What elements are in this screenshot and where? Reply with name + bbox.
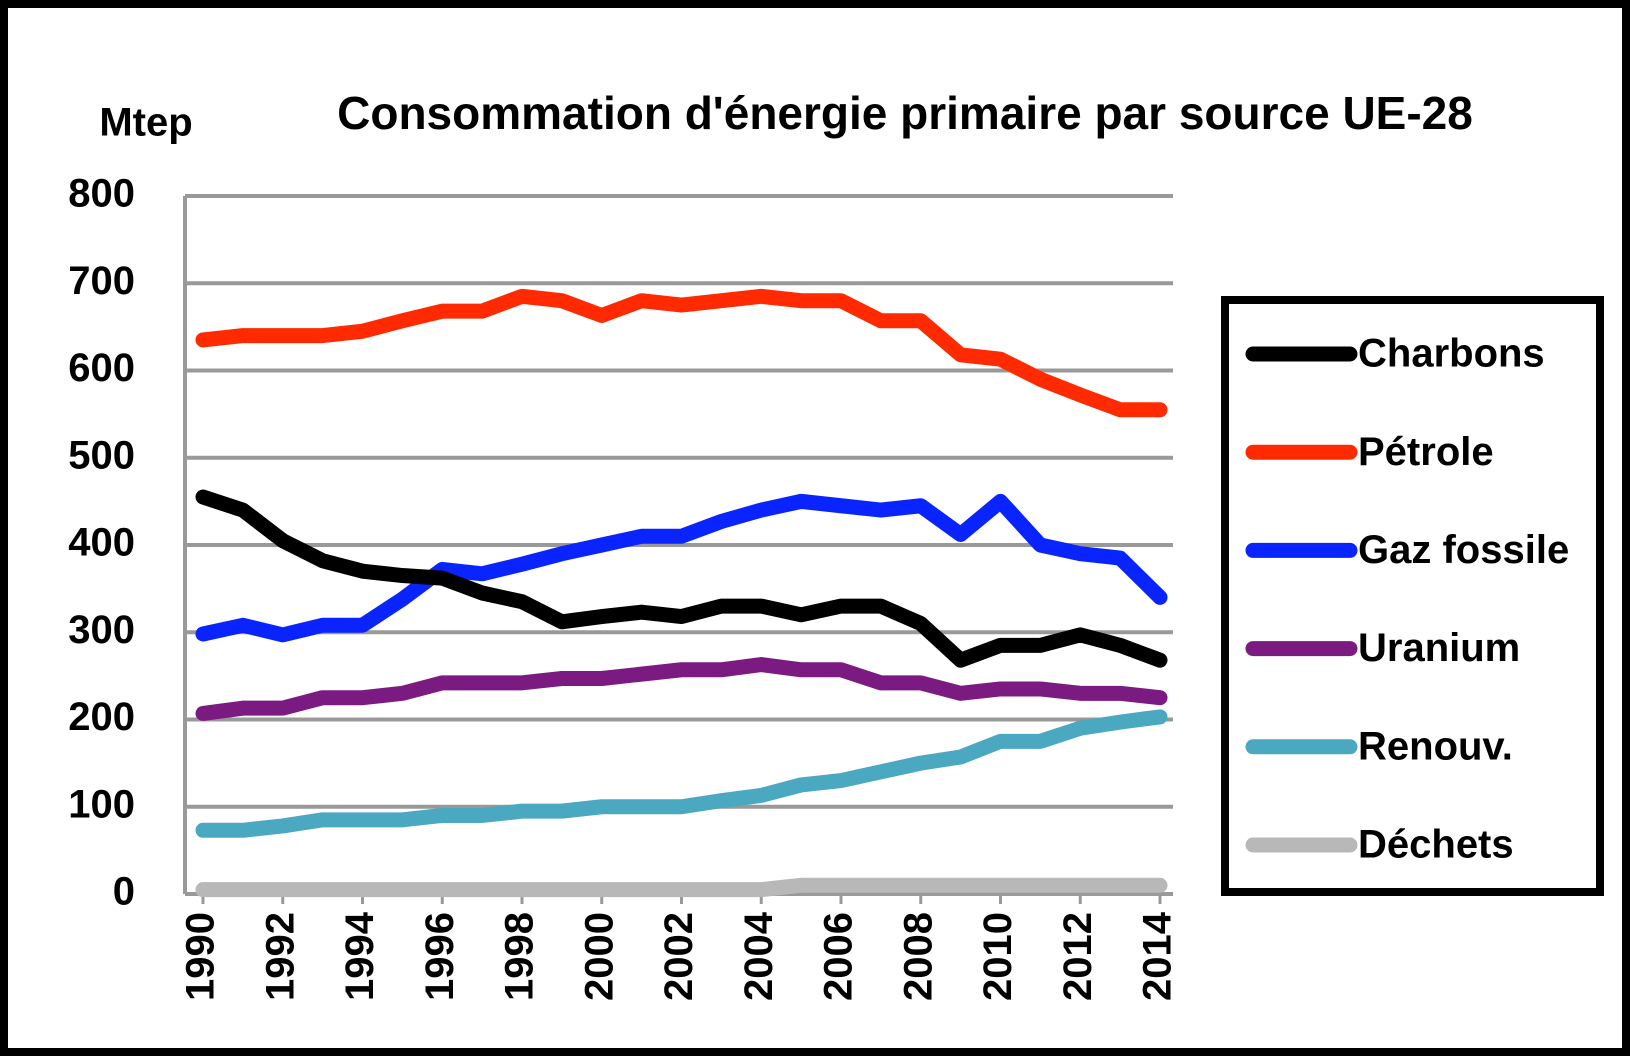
legend-label: Uranium <box>1358 626 1520 670</box>
y-tick-label: 100 <box>68 782 135 826</box>
chart-title: Consommation d'énergie primaire par sour… <box>337 87 1473 139</box>
series-line <box>195 493 1168 643</box>
legend-box <box>1221 296 1604 896</box>
y-tick-label: 0 <box>113 870 135 914</box>
x-tick-label: 2010 <box>976 912 1020 1001</box>
y-tick-label: 700 <box>68 259 135 303</box>
x-tick-label: 2008 <box>896 912 940 1001</box>
legend-label: Déchets <box>1358 823 1514 867</box>
x-tick-label: 2002 <box>657 912 701 1001</box>
x-tick-label: 1994 <box>338 911 382 1001</box>
x-tick-label: 2014 <box>1136 911 1180 1001</box>
x-tick-label: 1992 <box>258 912 302 1001</box>
legend-label: Gaz fossile <box>1358 528 1569 572</box>
y-tick-label: 600 <box>68 346 135 390</box>
legend-label: Charbons <box>1358 332 1545 376</box>
x-tick-label: 1998 <box>498 912 542 1001</box>
x-tick-label: 1996 <box>418 912 462 1001</box>
x-tick-label: 2004 <box>737 911 781 1001</box>
series-line <box>195 288 1168 418</box>
legend-label: Pétrole <box>1358 430 1494 474</box>
y-tick-label: 400 <box>68 521 135 565</box>
x-tick-label: 1990 <box>179 912 223 1001</box>
x-tick-label: 2000 <box>577 912 621 1001</box>
series-line <box>195 657 1168 721</box>
y-tick-label: 300 <box>68 608 135 652</box>
x-tick-label: 2006 <box>817 912 861 1001</box>
series-line <box>195 709 1168 838</box>
series-line <box>195 877 1168 898</box>
y-tick-label: 800 <box>68 172 135 216</box>
series-line <box>195 489 1168 668</box>
y-tick-label: 500 <box>68 433 135 477</box>
x-tick-label: 2012 <box>1056 912 1100 1001</box>
legend-label: Renouv. <box>1358 724 1513 768</box>
y-tick-label: 200 <box>68 695 135 739</box>
y-axis-label: Mtep <box>99 101 192 145</box>
